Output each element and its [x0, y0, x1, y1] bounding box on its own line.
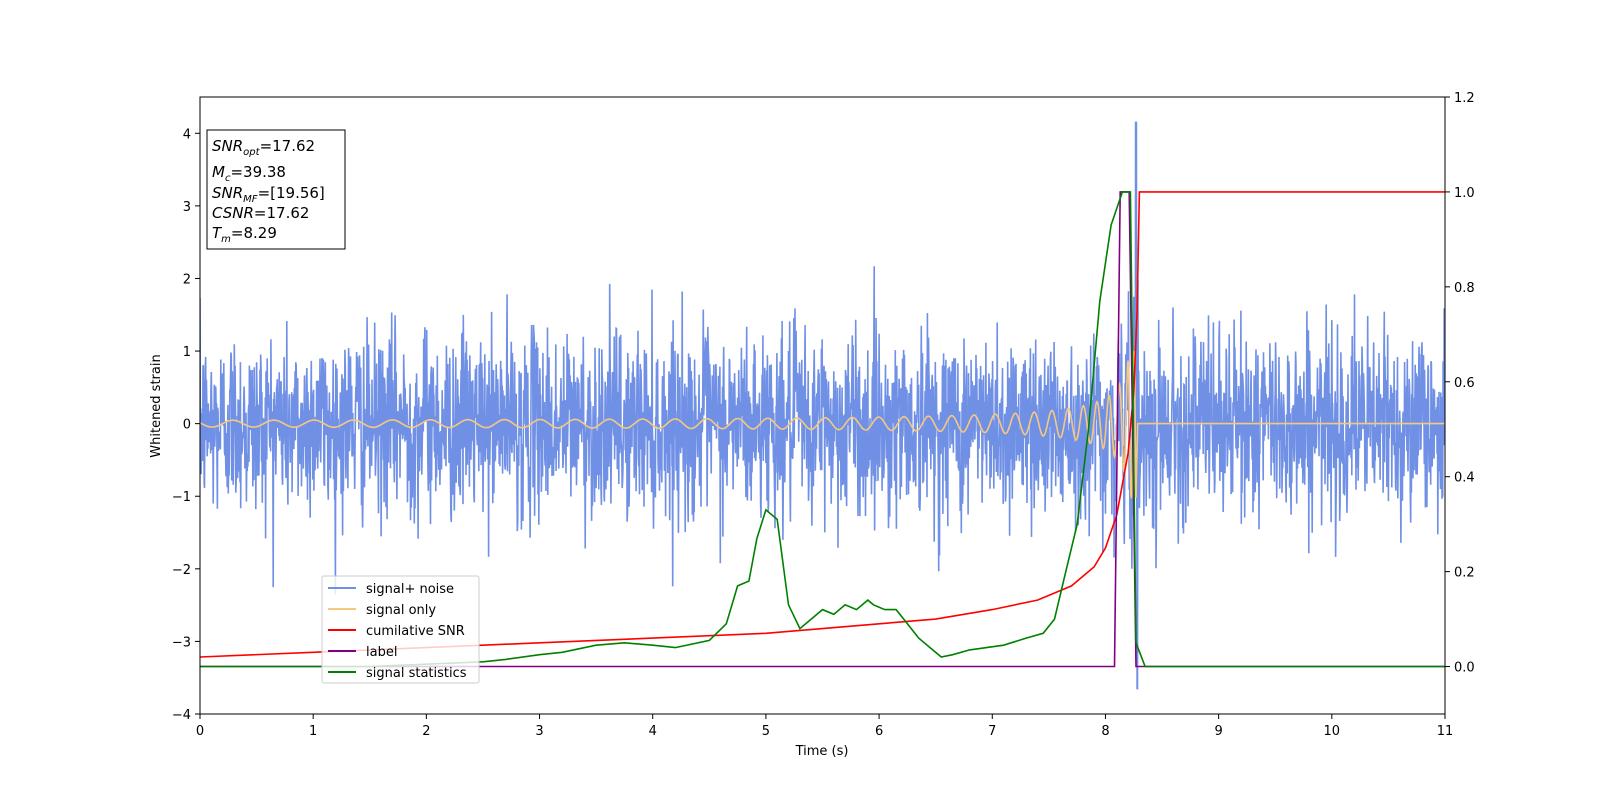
x-axis-ticks: 0 1 2 3 4 5 6 7 8 9 10 11 — [196, 714, 1453, 739]
x-tick-label: 9 — [1214, 724, 1222, 739]
legend-label-signal-only: signal only — [366, 603, 436, 618]
x-axis-label: Time (s) — [795, 744, 849, 759]
series-line-cumulative-snr — [200, 191, 1445, 658]
x-tick-label: 10 — [1324, 724, 1341, 739]
y-axis-left-ticks: −4 −3 −2 −1 0 1 2 3 4 — [172, 127, 200, 723]
y-tick-label: −4 — [172, 708, 191, 723]
legend-label-signal-statistics: signal statistics — [366, 666, 467, 681]
series-line-signal-only — [200, 350, 1445, 499]
y-right-tick-label: 0.2 — [1454, 566, 1475, 581]
x-tick-label: 3 — [535, 724, 543, 739]
legend: signal+ noise signal only cumilative SNR… — [321, 575, 480, 684]
y-tick-label: −1 — [172, 490, 191, 505]
info-snr-mf: SNRMF=[19.56] — [212, 184, 325, 205]
x-tick-label: 11 — [1437, 724, 1454, 739]
y-axis-right-ticks: 0.0 0.2 0.4 0.6 0.8 1.0 1.2 — [1445, 91, 1475, 676]
info-snr-opt: SNRopt=17.62 — [212, 137, 315, 158]
y-tick-label: 3 — [183, 200, 191, 215]
y-tick-label: −3 — [172, 635, 191, 650]
y-right-tick-label: 0.6 — [1454, 376, 1475, 391]
y-right-tick-label: 1.2 — [1454, 91, 1475, 106]
series-line-signal-statistics — [200, 191, 1445, 668]
y-right-tick-label: 0.8 — [1454, 281, 1475, 296]
y-tick-label: −2 — [172, 563, 191, 578]
y-right-tick-label: 1.0 — [1454, 186, 1475, 201]
info-mc: Mc=39.38 — [212, 163, 286, 184]
info-box: SNRopt=17.62 Mc=39.38 SNRMF=[19.56] CSNR… — [206, 129, 346, 250]
x-tick-label: 7 — [988, 724, 996, 739]
y-tick-label: 2 — [183, 272, 191, 287]
legend-label-label: label — [366, 645, 397, 660]
x-tick-label: 4 — [649, 724, 657, 739]
series-line-signal-noise — [200, 121, 1445, 690]
x-tick-label: 6 — [875, 724, 883, 739]
legend-label-signal-noise: signal+ noise — [366, 582, 454, 597]
y-right-tick-label: 0.4 — [1454, 471, 1475, 486]
x-tick-label: 8 — [1101, 724, 1109, 739]
y-tick-label: 4 — [183, 127, 191, 142]
x-tick-label: 1 — [309, 724, 317, 739]
y-tick-label: 0 — [183, 418, 191, 433]
info-tm: Tm=8.29 — [212, 224, 277, 245]
y-axis-label: Whitened strain — [149, 354, 164, 457]
plot-frame — [199, 96, 1446, 715]
x-tick-label: 2 — [422, 724, 430, 739]
x-tick-label: 5 — [762, 724, 770, 739]
y-right-tick-label: 0.0 — [1454, 661, 1475, 676]
y-tick-label: 1 — [183, 345, 191, 360]
info-csnr: CSNR=17.62 — [212, 204, 309, 222]
legend-label-cumulative-snr: cumilative SNR — [366, 624, 465, 639]
series-layer — [200, 121, 1445, 690]
x-tick-label: 0 — [196, 724, 204, 739]
